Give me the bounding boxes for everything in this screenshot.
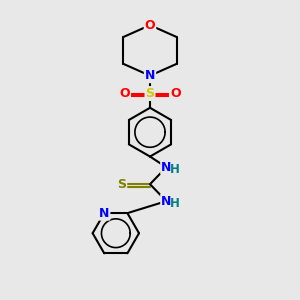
Text: S: S — [146, 87, 154, 100]
Text: O: O — [145, 19, 155, 32]
Text: O: O — [119, 87, 130, 100]
Text: H: H — [170, 197, 180, 210]
Text: N: N — [161, 195, 172, 208]
Text: O: O — [170, 87, 181, 100]
Text: S: S — [117, 178, 126, 191]
Text: N: N — [145, 69, 155, 82]
Text: N: N — [99, 207, 110, 220]
Text: N: N — [161, 161, 172, 174]
Text: H: H — [170, 163, 180, 176]
